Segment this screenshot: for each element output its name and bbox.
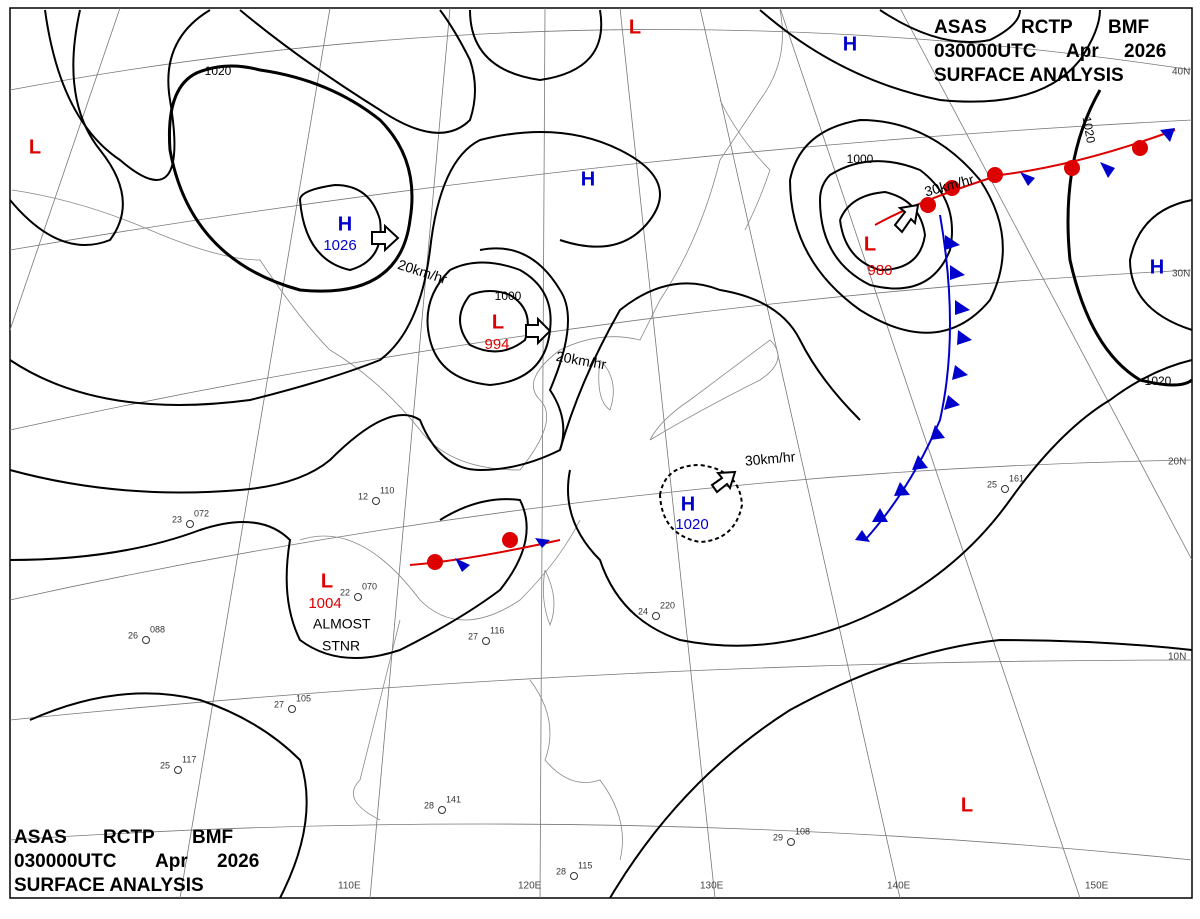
station-pressure: 116 xyxy=(490,625,504,635)
station-pressure: 220 xyxy=(660,600,675,610)
center-pressure: 980 xyxy=(867,262,892,279)
header-word: 030000UTC xyxy=(934,41,1037,62)
station-marker xyxy=(186,520,194,528)
header-word: Apr xyxy=(155,851,188,872)
header-title: SURFACE ANALYSIS xyxy=(934,65,1124,86)
station-temp: 22 xyxy=(340,587,350,597)
center-pressure: 994 xyxy=(484,336,509,353)
station-temp: 27 xyxy=(274,699,284,709)
station-temp: 28 xyxy=(424,800,434,810)
center-pressure: 1004 xyxy=(308,595,341,612)
isobar-label: 1000 xyxy=(495,289,522,303)
center-pressure: 1020 xyxy=(675,516,708,533)
isobar-label: 1020 xyxy=(1145,374,1172,388)
header-word: ASAS xyxy=(934,17,987,38)
station-pressure: 072 xyxy=(194,508,209,518)
pressure-center: H xyxy=(338,213,352,235)
station-temp: 26 xyxy=(128,630,138,640)
station-pressure: 110 xyxy=(380,485,394,495)
longitude-label: 150E xyxy=(1085,881,1109,892)
pressure-center: H xyxy=(681,493,695,515)
pressure-center: H xyxy=(1150,256,1164,278)
isobar-label: 1020 xyxy=(205,64,232,78)
station-pressure: 117 xyxy=(182,754,196,764)
station-temp: 25 xyxy=(160,760,170,770)
header-word: BMF xyxy=(1108,17,1149,38)
note: STNR xyxy=(322,638,360,654)
fronts xyxy=(409,128,1176,572)
station-pressure: 141 xyxy=(446,794,461,804)
movement-speed: 30km/hr xyxy=(744,448,796,468)
pressure-center: L xyxy=(629,16,641,38)
longitude-label: 110E xyxy=(338,881,361,892)
station-temp: 28 xyxy=(556,866,566,876)
station-marker xyxy=(482,637,490,645)
station-temp: 23 xyxy=(172,514,182,524)
longitude-label: 130E xyxy=(700,881,724,892)
center-pressure: 1026 xyxy=(323,237,356,254)
station-marker xyxy=(438,806,446,814)
station-pressure: 088 xyxy=(150,624,165,634)
latitude-label: 20N xyxy=(1168,457,1186,468)
isobars xyxy=(9,9,1193,899)
header-word: RCTP xyxy=(1021,17,1073,38)
station-pressure: 105 xyxy=(296,693,311,703)
latitude-label: 40N xyxy=(1172,67,1190,78)
station-marker xyxy=(354,593,362,601)
latitude-label: 10N xyxy=(1168,652,1186,663)
header-word: ASAS xyxy=(14,827,67,848)
station-marker xyxy=(1001,485,1009,493)
pressure-center: L xyxy=(864,233,876,255)
station-pressure: 108 xyxy=(795,826,810,836)
header-word: 030000UTC xyxy=(14,851,117,872)
isobar-label: 1020 xyxy=(1080,115,1098,144)
station-temp: 24 xyxy=(638,606,648,616)
map-frame xyxy=(9,7,1193,899)
pressure-center: L xyxy=(492,311,504,333)
station-pressure: 161 xyxy=(1009,473,1024,483)
header-word: 2026 xyxy=(217,851,259,872)
longitude-label: 140E xyxy=(887,881,911,892)
station-marker xyxy=(372,497,380,505)
station-pressure: 115 xyxy=(578,860,592,870)
station-marker xyxy=(787,838,795,846)
station-temp: 12 xyxy=(358,491,368,501)
pressure-center: H xyxy=(843,33,857,55)
motion-arrows xyxy=(371,203,920,494)
isobar-label: 1000 xyxy=(847,152,874,166)
station-marker xyxy=(142,636,150,644)
pressure-center: H xyxy=(581,168,595,190)
station-temp: 27 xyxy=(468,631,478,641)
pressure-center: L xyxy=(961,794,973,816)
header-word: 2026 xyxy=(1124,41,1166,62)
station-pressure: 070 xyxy=(362,581,377,591)
station-temp: 25 xyxy=(987,479,997,489)
header-word: BMF xyxy=(192,827,233,848)
note: ALMOST xyxy=(313,616,371,632)
station-temp: 29 xyxy=(773,832,783,842)
station-marker xyxy=(570,872,578,880)
coastlines xyxy=(11,9,783,861)
header-title: SURFACE ANALYSIS xyxy=(14,875,204,896)
station-marker xyxy=(174,766,182,774)
station-marker xyxy=(652,612,660,620)
pressure-center: L xyxy=(29,136,41,158)
latitude-label: 30N xyxy=(1172,269,1190,280)
header-word: RCTP xyxy=(103,827,155,848)
pressure-center: L xyxy=(321,570,333,592)
header-word: Apr xyxy=(1066,41,1099,62)
station-marker xyxy=(288,705,296,713)
longitude-label: 120E xyxy=(518,881,542,892)
